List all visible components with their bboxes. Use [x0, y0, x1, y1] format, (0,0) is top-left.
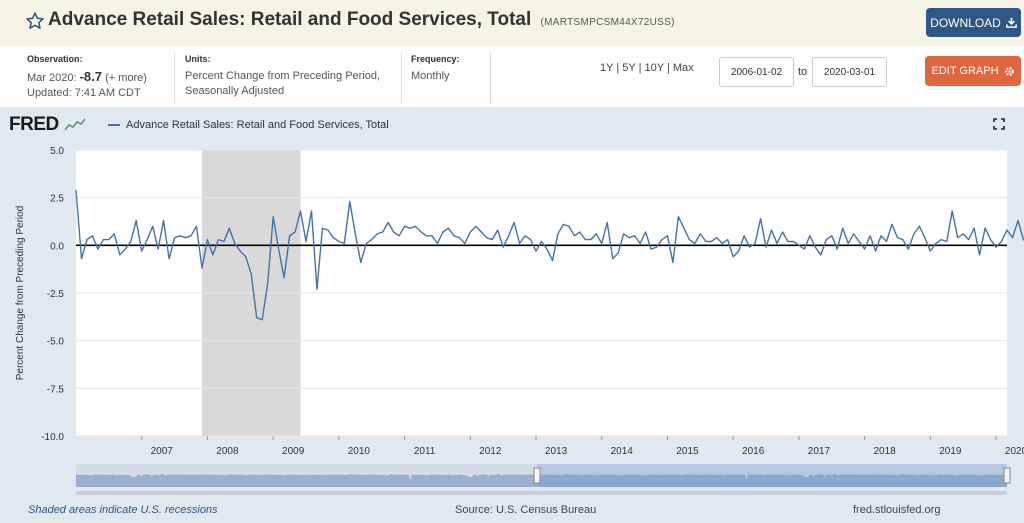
gear-icon — [1004, 66, 1014, 76]
range-links: 1Y | 5Y | 10Y | Max — [600, 62, 694, 74]
range-separator: | — [638, 62, 642, 74]
range-5y-link[interactable]: 5Y — [622, 62, 636, 74]
x-tick-label: 2020 — [1005, 446, 1024, 457]
chart-legend: Advance Retail Sales: Retail and Food Se… — [108, 119, 389, 131]
site-note[interactable]: fred.stlouisfed.org — [853, 504, 941, 516]
download-label: DOWNLOAD — [930, 15, 1001, 30]
x-tick-label: 2009 — [282, 446, 305, 457]
y-tick-label: 0.0 — [50, 241, 64, 252]
x-tick-label: 2010 — [348, 446, 371, 457]
x-tick-label: 2007 — [151, 446, 174, 457]
y-axis-label: Percent Change from Preceding Period — [15, 206, 26, 381]
x-tick-label: 2014 — [611, 446, 634, 457]
units-line-2: Seasonally Adjusted — [185, 85, 285, 97]
observation-block: Observation: Mar 2020: -8.7 (+ more) Upd… — [27, 52, 177, 101]
series-title: Advance Retail Sales: Retail and Food Se… — [48, 9, 532, 30]
range-10y-link[interactable]: 10Y — [644, 62, 664, 74]
x-tick-label: 2011 — [414, 446, 436, 457]
series-id: (MARTSMPCSM44X72USS) — [540, 17, 675, 28]
recession-note-link[interactable]: Shaded areas indicate U.S. recessions — [28, 504, 218, 516]
observation-more-link[interactable]: (+ more) — [105, 72, 147, 84]
y-tick-label: -5.0 — [47, 337, 65, 348]
range-1y-link[interactable]: 1Y — [600, 62, 614, 74]
y-tick-label: -7.5 — [47, 384, 65, 395]
graph-panel: 5.0 2.5 0.0 -2.5 -5.0 -7.5 -10.0 2007 2008 2009 20… — [0, 107, 1024, 523]
star-favorite-icon[interactable] — [25, 10, 45, 32]
source-note: Source: U.S. Census Bureau — [455, 504, 597, 516]
x-tick-label: 2012 — [479, 446, 502, 457]
observation-label: Observation: — [27, 54, 83, 64]
units-label: Units: — [185, 54, 211, 64]
fred-logo-chart-icon — [63, 117, 86, 132]
navigator-series — [76, 473, 1007, 487]
y-tick-label: 2.5 — [50, 194, 64, 205]
start-date-input[interactable] — [719, 57, 794, 87]
units-block: Units: Percent Change from Preceding Per… — [185, 52, 400, 99]
y-tick-label: 5.0 — [50, 146, 64, 157]
fred-logo-text: FRED — [9, 114, 59, 135]
x-tick-label: 2019 — [939, 446, 962, 457]
edit-graph-label: EDIT GRAPH — [931, 65, 999, 77]
meta-divider — [174, 52, 175, 104]
range-max-link[interactable]: Max — [672, 62, 694, 74]
x-tick-label: 2017 — [808, 446, 831, 457]
frequency-block: Frequency: Monthly — [411, 52, 491, 84]
x-tick-label: 2016 — [742, 446, 765, 457]
to-label: to — [798, 66, 808, 78]
y-tick-label: -10.0 — [41, 432, 64, 443]
legend-swatch — [108, 124, 120, 126]
units-line-1: Percent Change from Preceding Period, — [185, 70, 381, 82]
navigator-scrollbar — [76, 491, 1007, 495]
x-tick-label: 2013 — [545, 446, 568, 457]
download-button[interactable]: DOWNLOAD — [926, 8, 1021, 37]
page-title: Advance Retail Sales: Retail and Food Se… — [48, 9, 675, 31]
observation-value: -8.7 — [79, 69, 102, 84]
page-header: Advance Retail Sales: Retail and Food Se… — [0, 0, 1024, 46]
updated-time: Updated: 7:41 AM CDT — [27, 87, 141, 99]
fred-logo: FRED — [9, 114, 86, 136]
meta-divider — [490, 52, 491, 104]
frequency-value[interactable]: Monthly — [411, 70, 450, 82]
navigator-left-handle — [533, 467, 541, 484]
range-separator: | — [616, 62, 620, 74]
x-tick-label: 2008 — [216, 446, 239, 457]
navigator-right-handle — [1003, 467, 1011, 484]
x-tick-label: 2018 — [873, 446, 896, 457]
edit-graph-button[interactable]: EDIT GRAPH — [925, 56, 1021, 86]
end-date-input[interactable] — [812, 57, 887, 87]
y-tick-label: -2.5 — [47, 289, 65, 300]
fullscreen-icon[interactable] — [993, 118, 1005, 130]
line-chart: 5.0 2.5 0.0 -2.5 -5.0 -7.5 -10.0 2007 2008 2009 20… — [15, 146, 1024, 495]
legend-label: Advance Retail Sales: Retail and Food Se… — [126, 119, 389, 131]
frequency-label: Frequency: — [411, 54, 460, 64]
download-icon — [1006, 17, 1017, 28]
series-line — [75, 189, 1024, 321]
range-separator: | — [666, 62, 670, 74]
observation-date: Mar 2020: — [27, 72, 77, 84]
meta-divider — [401, 52, 402, 104]
x-tick-label: 2015 — [676, 446, 699, 457]
